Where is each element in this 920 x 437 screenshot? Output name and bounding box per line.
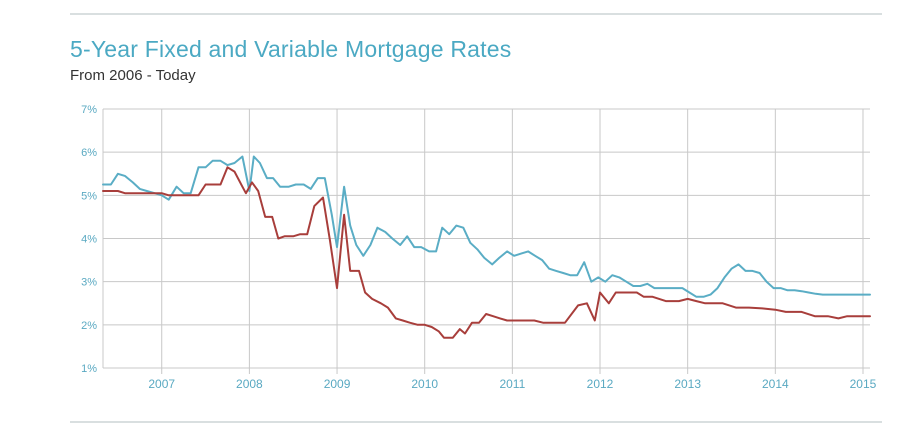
y-tick-label: 3% <box>81 277 97 289</box>
y-tick-label: 1% <box>81 363 97 375</box>
bottom-divider <box>70 421 882 423</box>
chart-title: 5-Year Fixed and Variable Mortgage Rates <box>70 36 512 62</box>
x-tick-label: 2007 <box>148 377 175 391</box>
y-tick-label: 2% <box>81 320 97 332</box>
x-tick-label: 2011 <box>499 377 525 391</box>
top-divider <box>70 13 882 15</box>
variable-rate-series-line <box>102 166 871 339</box>
chart-subtitle: From 2006 - Today <box>70 67 196 84</box>
x-tick-label: 2009 <box>324 377 351 391</box>
x-tick-label: 2012 <box>587 377 614 391</box>
x-tick-label: 2010 <box>411 377 438 391</box>
y-tick-label: 7% <box>81 104 97 116</box>
fixed-rate-series-line <box>102 155 871 298</box>
x-tick-label: 2014 <box>762 377 789 391</box>
y-tick-label: 5% <box>81 190 97 202</box>
x-tick-label: 2015 <box>850 377 877 391</box>
y-tick-label: 6% <box>81 147 97 159</box>
x-tick-label: 2008 <box>236 377 263 391</box>
y-tick-label: 4% <box>81 234 97 246</box>
x-tick-label: 2013 <box>674 377 701 391</box>
